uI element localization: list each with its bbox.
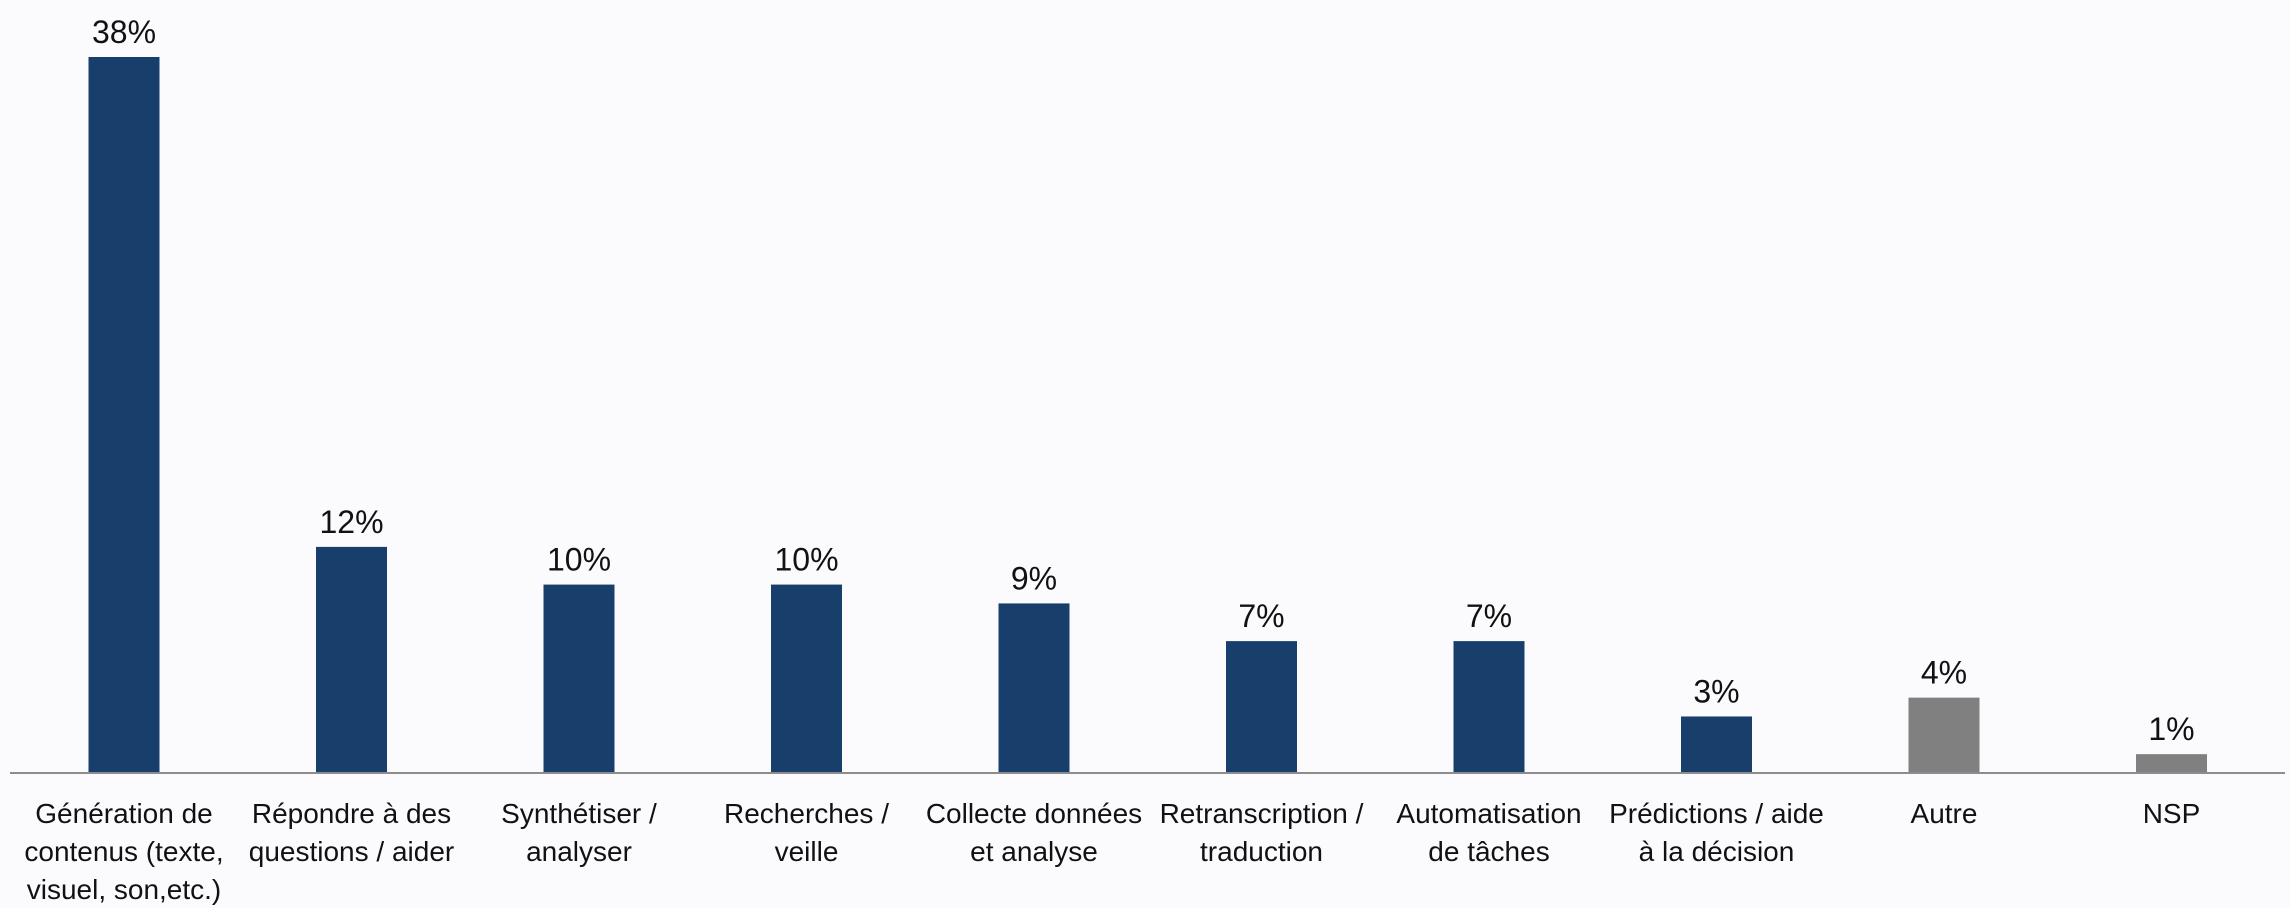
bar-value-label: 3% xyxy=(1693,673,1739,709)
category-label-line: analyser xyxy=(526,836,632,867)
bar-value-label: 7% xyxy=(1466,598,1512,634)
category-label-line: traduction xyxy=(1200,836,1323,867)
bar-value-label: 1% xyxy=(2148,711,2194,747)
bar xyxy=(998,603,1070,773)
category-label-line: contenus (texte, xyxy=(24,836,223,867)
category-label-line: NSP xyxy=(2143,798,2201,829)
category-label-line: Prédictions / aide xyxy=(1609,798,1824,829)
bar-value-label: 7% xyxy=(1238,598,1284,634)
category-label: Collecte données et analyse xyxy=(926,798,1142,867)
value-labels-group: 38% 12% 10% 10% 9% 7% 7% 3% 4% 1% xyxy=(92,14,2195,747)
bar-value-label: 4% xyxy=(1921,655,1967,691)
bar xyxy=(1226,641,1297,773)
bar-value-label: 10% xyxy=(774,542,838,578)
bar xyxy=(1453,641,1525,773)
category-label: Prédictions / aide à la décision xyxy=(1609,798,1824,867)
category-label-line: visuel, son,etc.) xyxy=(27,874,222,905)
category-label: Autre xyxy=(1911,798,1978,829)
bar xyxy=(543,584,615,773)
category-label-line: Recherches / xyxy=(724,798,889,829)
bar xyxy=(1908,697,1980,773)
category-label-line: à la décision xyxy=(1639,836,1795,867)
bar xyxy=(2136,754,2207,773)
bar-value-label: 9% xyxy=(1011,560,1057,596)
bar xyxy=(88,57,160,773)
bar-value-label: 12% xyxy=(319,504,383,540)
category-label-line: Automatisation xyxy=(1396,798,1581,829)
category-label-line: veille xyxy=(775,836,839,867)
category-label: Automatisation de tâches xyxy=(1396,798,1581,867)
category-label: NSP xyxy=(2143,798,2201,829)
category-label: Synthétiser / analyser xyxy=(501,798,657,867)
bars-group xyxy=(88,57,2207,773)
category-label: Recherches / veille xyxy=(724,798,889,867)
bar-value-label: 10% xyxy=(547,542,611,578)
category-label-line: Répondre à des xyxy=(252,798,451,829)
bar xyxy=(771,584,842,773)
category-label-line: questions / aider xyxy=(249,836,454,867)
category-label: Retranscription / traduction xyxy=(1160,798,1364,867)
category-labels-group: Génération de contenus (texte, visuel, son… xyxy=(24,798,2200,905)
category-label-line: et analyse xyxy=(970,836,1098,867)
bar xyxy=(316,546,387,773)
category-label-line: Retranscription / xyxy=(1160,798,1364,829)
category-label-line: Collecte données xyxy=(926,798,1142,829)
bar-value-label: 38% xyxy=(92,14,156,50)
category-label-line: de tâches xyxy=(1428,836,1549,867)
category-label-line: Synthétiser / xyxy=(501,798,657,829)
category-label-line: Autre xyxy=(1911,798,1978,829)
bar xyxy=(1681,716,1752,773)
category-label: Répondre à des questions / aider xyxy=(249,798,454,867)
category-label: Génération de contenus (texte, visuel, son… xyxy=(24,798,223,905)
category-label-line: Génération de xyxy=(35,798,212,829)
